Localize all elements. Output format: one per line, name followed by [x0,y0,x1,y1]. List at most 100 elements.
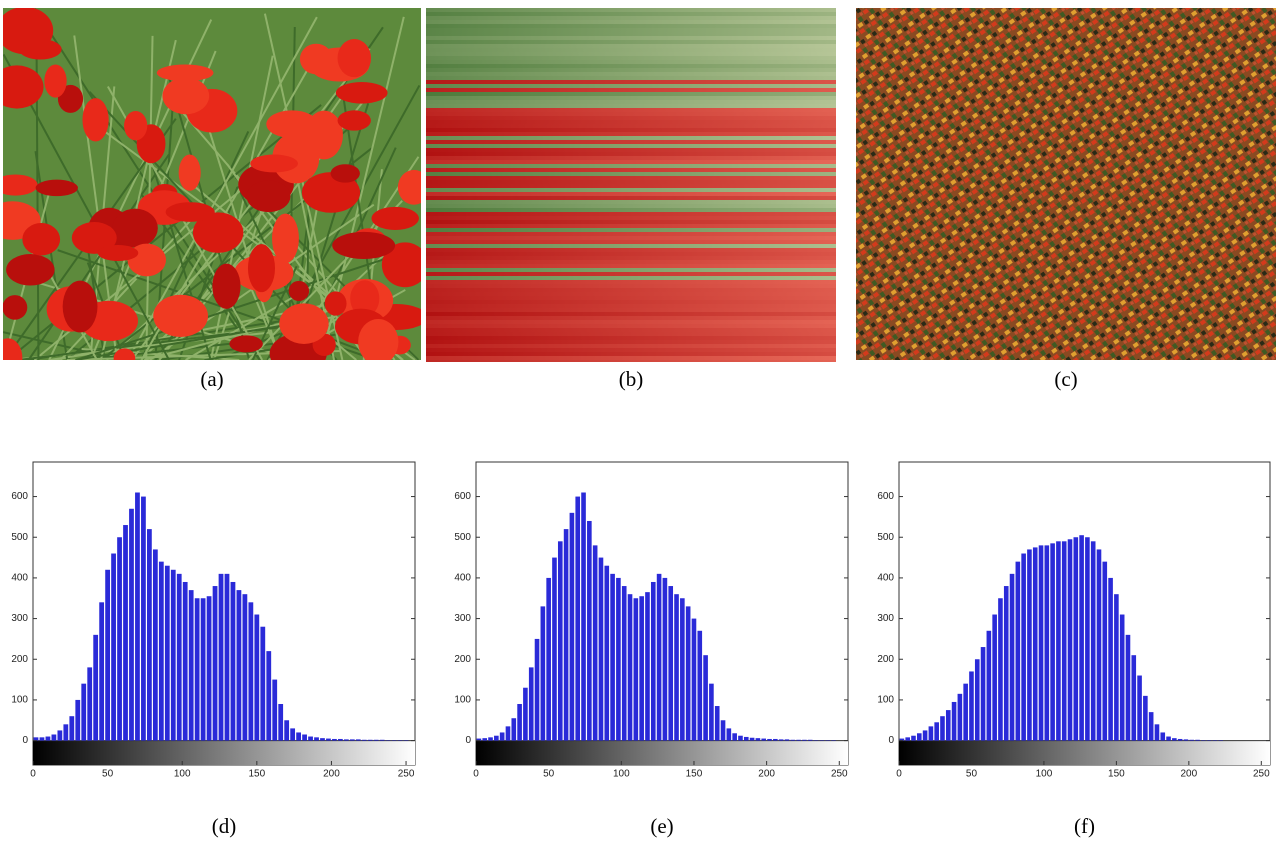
bar [1073,537,1079,741]
bar [1143,695,1148,741]
bar [656,573,662,741]
stripe [426,300,836,304]
bar [212,586,218,741]
flower [288,280,310,302]
stem [75,323,293,360]
x-tick-label: 50 [543,769,555,780]
bar [87,667,93,741]
stripe [426,24,836,28]
stripe [426,124,836,128]
histogram: 0 100 200 300 400 500 600 0 50 100 150 200 250 (f) [877,461,1271,838]
stripe [426,200,836,204]
stripe [426,48,836,52]
bar [278,703,284,741]
flower [3,295,28,320]
flower [97,244,139,262]
gray-bar [33,740,415,765]
bar [627,594,633,741]
bar [1009,573,1015,741]
bar [685,606,691,741]
bar [361,739,367,741]
x-tick-label: 100 [1036,769,1053,780]
bar [957,693,963,741]
bar [703,655,708,741]
bar [218,573,224,741]
x-tick-label: 50 [966,769,978,780]
bar [598,557,604,741]
y-tick-label: 500 [11,532,28,543]
bar [1044,545,1050,741]
bar [349,739,355,741]
bar [93,634,99,741]
image-a [3,8,421,360]
stripe [426,216,836,220]
bar [621,586,627,741]
bar [680,598,685,741]
bar [546,577,551,741]
stripe [426,272,836,276]
bar [616,577,621,741]
bar [980,647,986,741]
bar [945,710,951,741]
flower [324,291,347,316]
bar [557,541,563,741]
bar [105,569,110,741]
flower [35,179,78,197]
flower [112,208,158,248]
bar [523,687,528,741]
stripe [426,12,836,16]
bar [308,736,313,741]
bar [928,726,934,741]
bar [129,508,134,741]
bar [534,638,540,741]
bar [314,737,319,741]
bar [784,739,790,741]
bar [1154,724,1160,741]
y-tick-label: 0 [22,735,28,746]
flower [192,212,244,253]
y-tick-label: 200 [11,654,28,665]
stripe [426,320,836,324]
stripe [426,76,836,80]
bar [254,614,260,741]
bar [320,738,325,741]
stripe [426,20,836,24]
bar [998,598,1003,741]
y-tick-label: 300 [877,613,894,624]
stripe [426,84,836,88]
bar [123,525,128,741]
bar [992,614,997,741]
flower [335,82,388,104]
bar [1195,739,1200,741]
bar [563,529,569,741]
caption: (a) [200,367,223,391]
bar [790,739,796,741]
stripe [426,52,836,56]
stripe [426,256,836,260]
bar [51,734,57,741]
flower [381,242,421,288]
bar [1125,634,1131,741]
flower [22,223,61,256]
bar [296,732,301,741]
y-tick-label: 200 [877,654,894,665]
bar [773,738,778,741]
bar [373,739,379,741]
bar [499,732,505,741]
caption: (d) [212,814,237,838]
y-tick-label: 600 [454,491,471,502]
bar [182,581,188,741]
bar [940,716,945,741]
bar [63,724,69,741]
bar [194,598,200,741]
bar [668,586,674,741]
bar [714,706,720,741]
bar [1085,537,1090,741]
bar [75,699,81,741]
stripe [426,132,836,136]
bar [338,738,343,741]
stripe [426,244,836,248]
x-tick-label: 0 [30,769,36,780]
y-tick-label: 100 [877,695,894,706]
flower [350,280,380,317]
